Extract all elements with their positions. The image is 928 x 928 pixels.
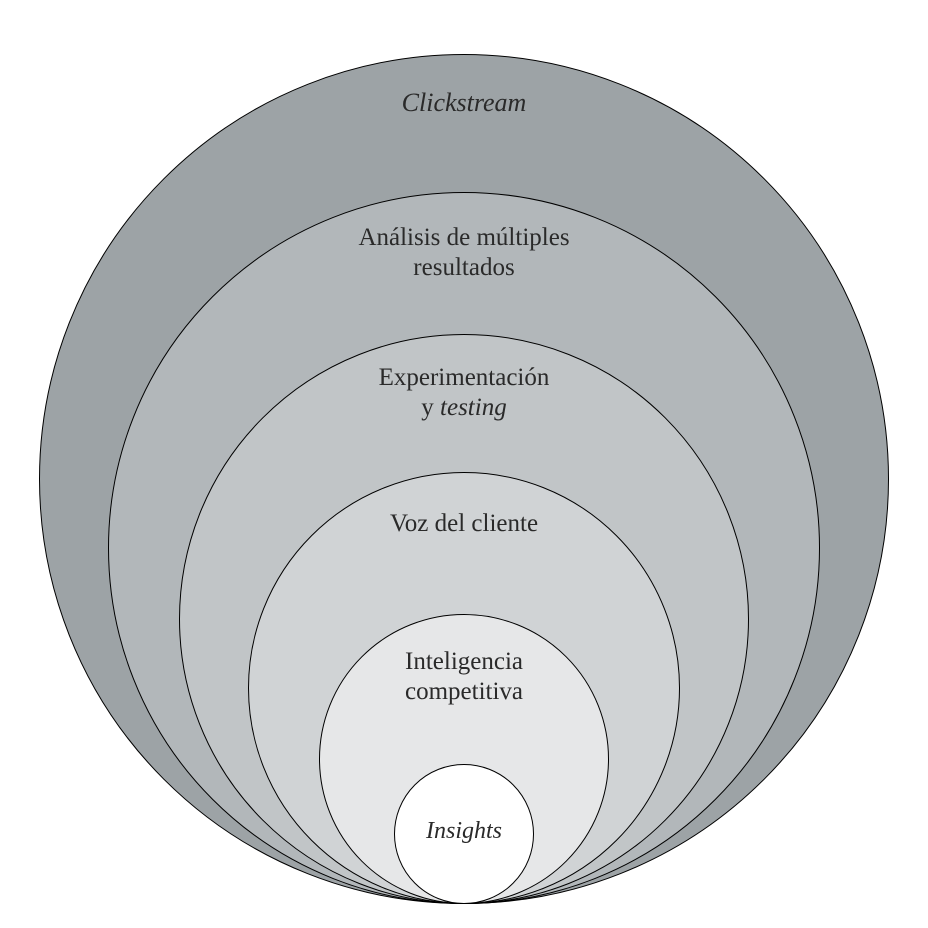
- label-analisis-line1: Análisis de múltiples: [358, 224, 569, 251]
- label-experimentacion-line2: y: [421, 394, 434, 421]
- label-insights: Insights: [426, 817, 502, 846]
- label-voz: Voz del cliente: [390, 509, 538, 539]
- label-analisis: Análisis de múltiples resultados: [358, 223, 569, 283]
- label-experimentacion-line2b: testing: [440, 394, 507, 421]
- label-inteligencia-line2: competitiva: [405, 678, 523, 705]
- label-voz-text: Voz del cliente: [390, 510, 538, 537]
- nested-circle-diagram: Clickstream Análisis de múltiples result…: [24, 24, 904, 904]
- label-inteligencia: Inteligencia competitiva: [405, 647, 523, 707]
- circle-insights: Insights: [394, 764, 534, 904]
- label-analisis-line2: resultados: [413, 254, 514, 281]
- label-inteligencia-line1: Inteligencia: [405, 648, 523, 675]
- label-insights-text: Insights: [426, 818, 502, 844]
- label-clickstream: Clickstream: [402, 87, 527, 118]
- label-clickstream-text: Clickstream: [402, 88, 527, 117]
- label-experimentacion-line1: Experimentación: [379, 364, 550, 391]
- label-experimentacion: Experimentación y testing: [379, 363, 550, 423]
